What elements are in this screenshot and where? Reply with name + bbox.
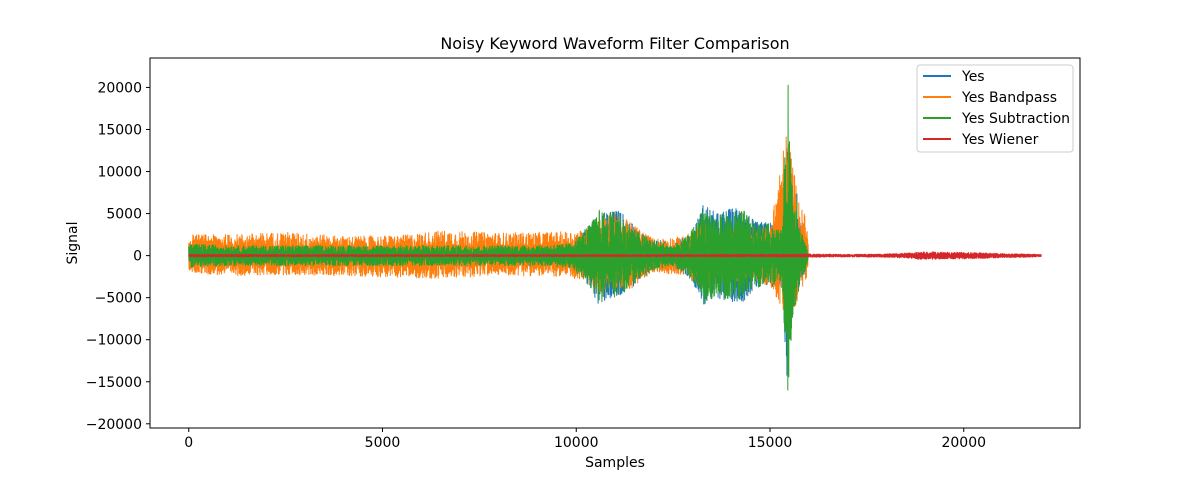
legend-label: Yes Subtraction — [961, 111, 1070, 127]
legend: Yes Yes Bandpass Yes Subtraction Yes Wiener — [916, 64, 1074, 153]
x-tick-label: 0 — [184, 435, 193, 451]
y-tick-label: −20000 — [86, 417, 142, 433]
y-tick-label: 0 — [133, 249, 142, 265]
y-tick-label: 15000 — [97, 122, 142, 138]
series-layer — [188, 84, 1042, 391]
y-tick-label: 20000 — [97, 80, 142, 96]
legend-label: Yes — [961, 69, 985, 85]
x-tick-label: 20000 — [941, 435, 986, 451]
y-axis-label: Signal — [65, 221, 81, 264]
x-tick-label: 10000 — [554, 435, 599, 451]
series-line-4 — [188, 251, 1042, 260]
y-tick-label: −10000 — [86, 333, 142, 349]
x-axis-label: Samples — [585, 455, 645, 471]
legend-label: Yes Wiener — [961, 132, 1039, 148]
x-tick-label: 15000 — [748, 435, 793, 451]
y-tick-label: 5000 — [106, 207, 142, 223]
plot-frame — [149, 57, 1081, 429]
y-axis: −20000 −15000 −10000 −5000 0 5000 10000 15000 20… — [86, 80, 150, 433]
chart-title: Noisy Keyword Waveform Filter Comparison — [440, 34, 789, 53]
y-tick-label: 10000 — [97, 165, 142, 181]
x-tick-label: 5000 — [365, 435, 401, 451]
y-tick-label: −5000 — [95, 291, 142, 307]
legend-box — [916, 64, 1074, 153]
y-tick-label: −15000 — [86, 375, 142, 391]
legend-label: Yes Bandpass — [961, 90, 1057, 106]
x-axis: 0 5000 10000 15000 20000 — [184, 428, 986, 451]
